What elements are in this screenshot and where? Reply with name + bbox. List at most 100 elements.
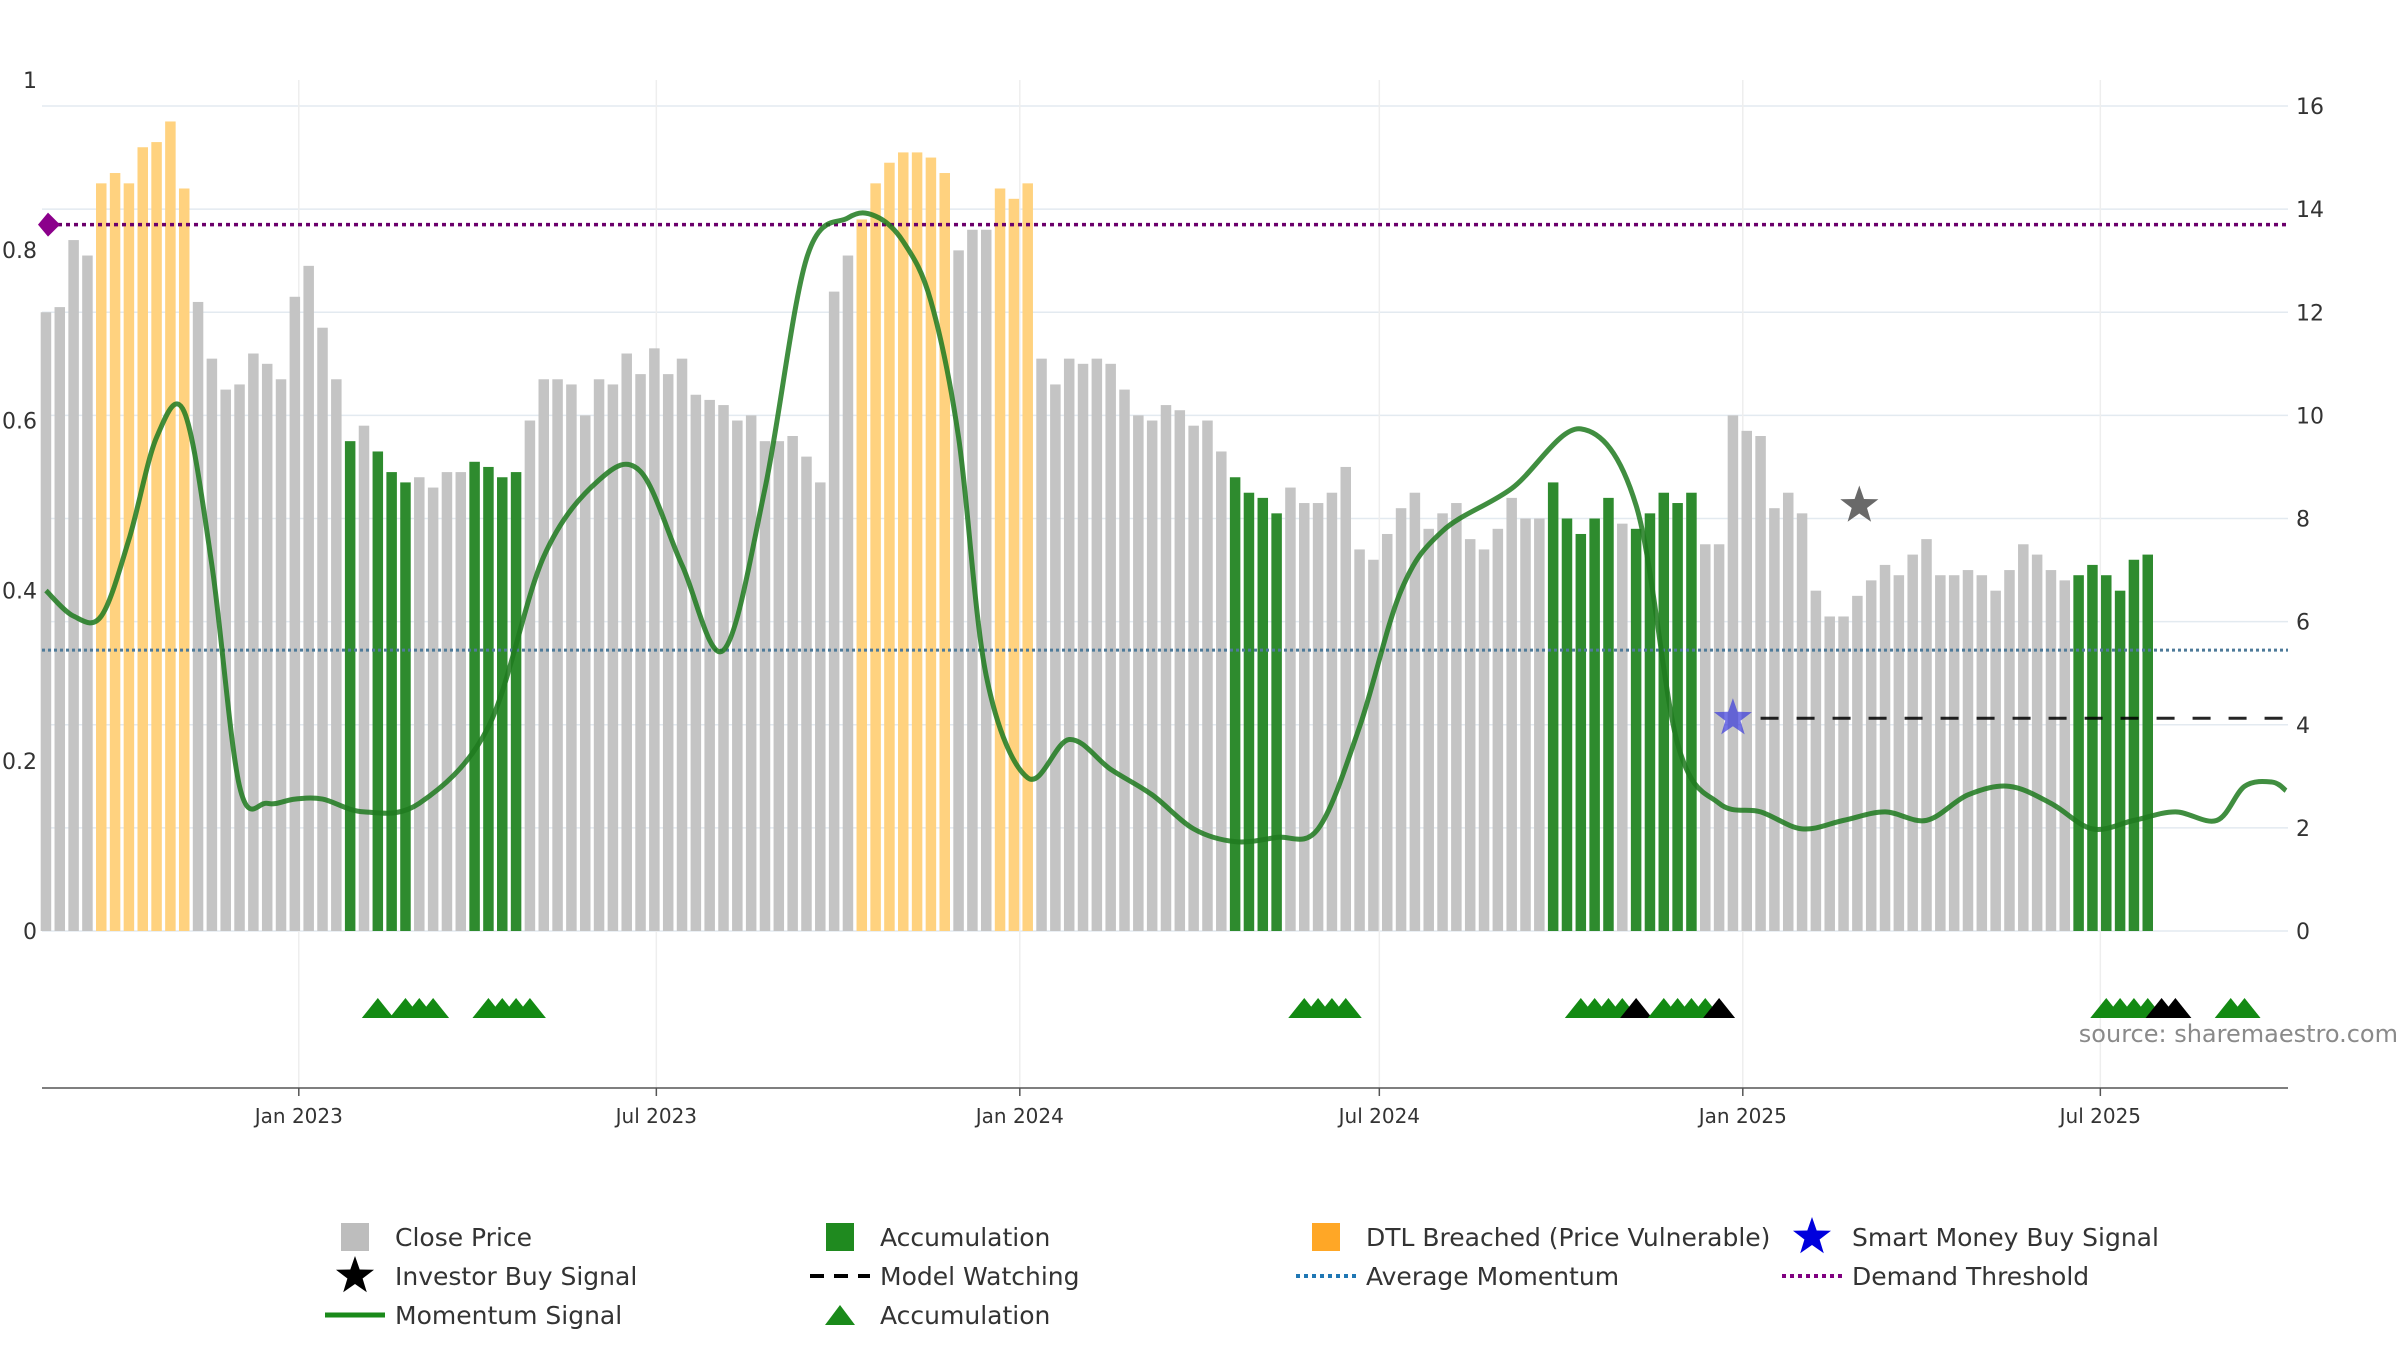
demand-threshold-marker	[38, 212, 60, 237]
accumulation-marker	[1329, 998, 1362, 1018]
accumulation-marker	[513, 998, 546, 1018]
accumulation-bar	[1686, 492, 1697, 931]
close-price-bar	[1879, 564, 1891, 931]
legend-swatch	[1312, 1223, 1340, 1251]
close-price-bar	[1437, 513, 1448, 931]
close-price-bar	[1354, 549, 1365, 931]
dtl-breached-bar	[96, 183, 107, 931]
accumulation-bar	[372, 451, 384, 931]
close-price-bar	[1174, 410, 1186, 931]
close-price-bar	[455, 472, 467, 931]
close-price-bar	[261, 363, 273, 931]
right-axis-tick: 10	[2296, 404, 2324, 429]
bars-layer	[40, 121, 2153, 931]
close-price-bar	[1133, 415, 1144, 931]
accumulation-bar	[1229, 477, 1241, 931]
legend-item: Accumulation	[825, 1301, 1050, 1330]
close-price-bar	[1146, 420, 1158, 931]
dtl-breached-bar	[137, 147, 148, 931]
dtl-breached-bar	[870, 183, 881, 931]
close-price-bar	[2059, 580, 2071, 931]
close-price-bar	[289, 296, 301, 931]
accumulation-bar	[1257, 497, 1269, 931]
accumulation-bar	[2142, 554, 2153, 931]
close-price-bar	[427, 487, 439, 931]
accumulation-bar	[1243, 492, 1255, 931]
source-label: source: sharemaestro.com	[2079, 1020, 2398, 1048]
close-price-bar	[1935, 575, 1946, 931]
accumulation-bar	[510, 472, 522, 931]
close-price-bar	[1976, 575, 1988, 931]
accumulation-bar	[1575, 533, 1587, 931]
close-price-bar	[552, 379, 563, 931]
legend-item: Momentum Signal	[325, 1301, 622, 1330]
right-axis-tick: 6	[2296, 611, 2310, 636]
dtl-breached-bar	[123, 183, 135, 931]
dtl-breached-bar	[856, 219, 868, 931]
markers-layer	[361, 485, 2261, 1018]
dtl-breached-bar	[1022, 183, 1033, 931]
close-price-bar	[1755, 436, 1766, 931]
close-price-bar	[414, 477, 425, 931]
close-price-bar	[1077, 363, 1089, 931]
close-price-bar	[1810, 590, 1822, 931]
smart-money-buy-star	[1713, 698, 1752, 735]
close-price-bar	[579, 415, 591, 931]
legend-label: Smart Money Buy Signal	[1852, 1223, 2159, 1252]
close-price-bar	[220, 389, 231, 931]
x-axis-tick-label: Jan 2024	[974, 1104, 1064, 1128]
close-price-bar	[82, 255, 93, 931]
close-price-bar	[1492, 528, 1504, 931]
accumulation-bar	[2073, 575, 2084, 931]
close-price-bar	[1050, 384, 1061, 931]
close-price-bar	[524, 420, 536, 931]
close-price-bar	[54, 307, 66, 931]
close-price-bar	[192, 301, 204, 931]
legend-label: DTL Breached (Price Vulnerable)	[1366, 1223, 1770, 1252]
close-price-bar	[1506, 497, 1517, 931]
legend-label: Investor Buy Signal	[395, 1262, 637, 1291]
accumulation-bar	[2087, 564, 2098, 931]
close-price-bar	[1907, 554, 1918, 931]
close-price-bar	[815, 482, 826, 931]
left-axis-tick: 0.8	[2, 239, 37, 264]
legend-swatch	[826, 1223, 854, 1251]
x-axis-tick-label: Jan 2025	[1697, 1104, 1787, 1128]
close-price-bar	[801, 456, 812, 931]
legend-item: Accumulation	[826, 1223, 1050, 1252]
close-price-bar	[1838, 616, 1849, 931]
legend-item: Average Momentum	[1296, 1262, 1619, 1291]
accumulation-bar	[497, 477, 508, 931]
close-price-bar	[1464, 539, 1476, 931]
close-price-bar	[234, 384, 245, 931]
close-price-bar	[1921, 539, 1932, 931]
close-price-bar	[1105, 363, 1116, 931]
x-axis-tick-label: Jul 2024	[1337, 1104, 1420, 1128]
accumulation-bar	[1271, 513, 1282, 931]
accumulation-bar	[469, 461, 480, 931]
accumulation-bar	[1547, 482, 1559, 931]
close-price-bar	[538, 379, 549, 931]
close-price-bar	[662, 374, 674, 931]
legend-star-icon	[1793, 1217, 1831, 1254]
dtl-breached-bar	[1008, 198, 1020, 931]
dtl-breached-bar	[898, 152, 909, 931]
left-axis-tick: 1	[23, 69, 37, 94]
close-price-bar	[593, 379, 605, 931]
x-axis-tick-label: Jan 2023	[253, 1104, 343, 1128]
close-price-bar	[690, 394, 702, 931]
dtl-breached-bar	[151, 142, 162, 931]
close-price-bar	[1216, 451, 1227, 931]
close-price-bar	[621, 353, 632, 931]
close-price-bar	[1534, 518, 1545, 931]
accumulation-bar	[1672, 503, 1683, 931]
close-price-bar	[759, 441, 771, 931]
close-price-bar	[1713, 544, 1725, 931]
close-price-bar	[1299, 503, 1310, 931]
right-axis-tick: 14	[2296, 198, 2324, 223]
left-axis-tick: 0.6	[2, 409, 37, 434]
close-price-bar	[1700, 544, 1711, 931]
close-price-bar	[1962, 570, 1974, 931]
